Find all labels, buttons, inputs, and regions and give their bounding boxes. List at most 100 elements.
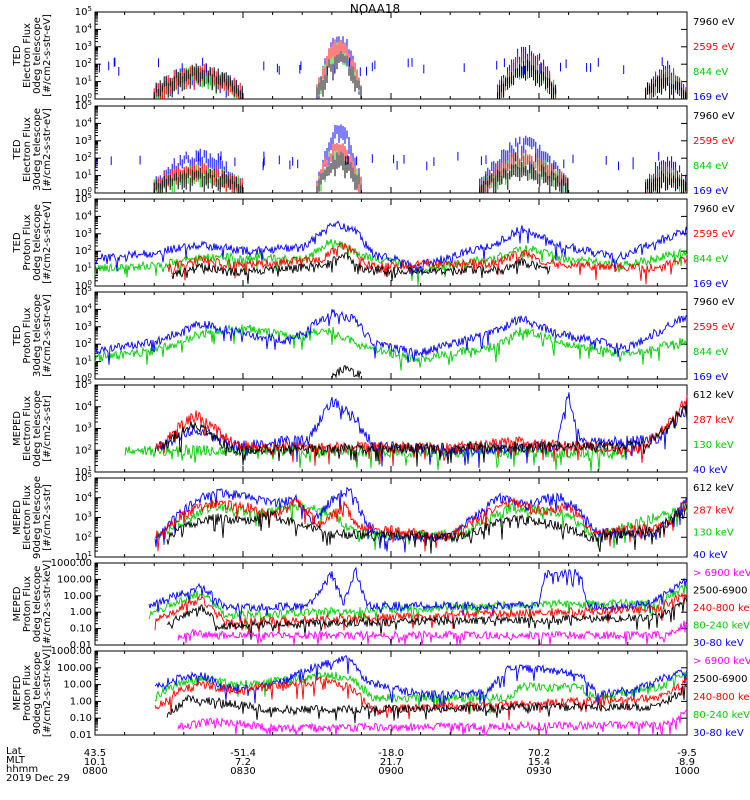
panel-3-ylabel-line: TED (12, 232, 23, 253)
panel-4-ylabel-line: Proton Flux (22, 307, 33, 363)
panel-4-series-green (94, 323, 687, 371)
panel-4-ytick-label: 105 (75, 285, 92, 298)
panel-3-ytick-label: 102 (75, 244, 92, 257)
panel-1-event-3-red (497, 51, 557, 99)
panel-4-ytick-label: 102 (75, 337, 92, 350)
panel-2-ytick-label: 105 (75, 99, 92, 112)
panel-6-ylabel-line: Electron Flux (22, 485, 33, 550)
panel-5-ytick-label: 102 (75, 443, 92, 456)
panel-5-legend-blue: 40 keV (693, 465, 727, 476)
panel-2-sparse-blue (95, 151, 660, 171)
panel-7-series-black (166, 596, 688, 640)
panel-7-ytick-label: 1.00 (70, 607, 92, 618)
panel-3-ylabel-line: 0deg telescope (32, 204, 43, 281)
panel-8-legend-blue: 30-80 keV (693, 728, 744, 739)
panel-6-ylabel-line: [#/cm2-s-str] (42, 484, 53, 551)
panel-1-legend-black: 7960 eV (693, 17, 735, 28)
panel-4-ytick-label: 101 (75, 355, 92, 368)
panel-1-ylabel: TED Electron Flux 0deg telescope [#/cm2-s-s… (12, 14, 53, 97)
panel-3-ytick-label: 103 (75, 227, 92, 240)
panel-8-ylabel-line: Proton Flux (22, 665, 33, 721)
panel-8-ytick-label: 1.00 (70, 696, 92, 707)
panel-5-ylabel: MEPED Electron Flux 0deg telescope [#/cm2-s… (12, 390, 53, 467)
panel-5-ylabel-line: Electron Flux (22, 396, 33, 461)
panel-7-ytick-label: 10.00 (63, 591, 92, 602)
panel-6-ytick-label: 103 (75, 511, 92, 524)
panel-3-ytick-label: 105 (75, 192, 92, 205)
panel-4-ytick-label: 103 (75, 320, 92, 333)
panel-8-ylabel: MEPED Proton Flux 90deg telescope [#/cm2-s-… (12, 649, 53, 737)
panel-6-ylabel: MEPED Electron Flux 90deg telescope [#/cm2-… (12, 476, 53, 559)
panel-5-ylabel-line: MEPED (12, 411, 23, 446)
footer-row-label-hhmm: hhmm (6, 764, 39, 775)
footer-tick-hhmm: 0800 (82, 766, 107, 777)
panel-3-ylabel: TED Proton Flux 0deg telescope [#/cm2-s-str… (12, 201, 53, 284)
panel-4-ylabel-line: [#/cm2-s-str-eV] (42, 294, 53, 377)
panel-5-series-red (154, 395, 688, 467)
panel-7-ytick-label: 1000.00 (51, 558, 92, 569)
footer-tick-hhmm: 0830 (230, 766, 255, 777)
footer-tick-lat: -18.0 (378, 748, 404, 759)
panel-6-legend-green: 130 keV (693, 528, 734, 539)
panel-2-legend-black: 7960 eV (693, 111, 735, 122)
panel-2-event-1-black (153, 167, 243, 193)
footer-row-label-mlt: MLT (6, 755, 25, 766)
panel-4-ytick-label: 100 (75, 372, 92, 385)
footer-tick-lat: -9.5 (677, 748, 697, 759)
panel-8-legend-green: 80-240 keV (693, 710, 750, 721)
panel-3-legend-red: 2595 eV (693, 229, 735, 240)
panel-6-ytick-label: 105 (75, 471, 92, 484)
panel-2-ylabel-line: TED (12, 139, 23, 160)
panel-6-series-red (154, 496, 688, 552)
footer-row-label-lat: Lat (6, 746, 22, 757)
panel-2-ytick-label: 101 (75, 169, 92, 182)
panel-5-series-black (160, 405, 688, 467)
panel-8-ytick-label: 100.00 (57, 663, 92, 674)
footer-tick-hhmm: 0930 (526, 766, 551, 777)
panel-2-ylabel-line: [#/cm2-s-str-eV] (42, 108, 53, 191)
panel-1-sparse-blue (98, 57, 669, 77)
panel-8-series-magenta (177, 709, 688, 736)
panel-6-legend-blue: 40 keV (693, 550, 727, 561)
panel-4-legend-green: 844 eV (693, 347, 728, 358)
panel-3-ylabel-line: Proton Flux (22, 214, 33, 270)
footer-tick-lat: -51.4 (230, 748, 256, 759)
panel-5-ytick-label: 101 (75, 465, 92, 478)
panel-1-event-3-green (497, 57, 557, 99)
panel-3-series-red (166, 242, 688, 285)
panel-2-legend-red: 2595 eV (693, 136, 735, 147)
panel-1-ylabel-line: TED (12, 45, 23, 66)
footer-tick-mlt: 8.9 (679, 757, 695, 768)
panel-2-ytick-label: 103 (75, 134, 92, 147)
panel-4-ytick-label: 104 (75, 302, 93, 315)
panel-1-ylabel-line: [#/cm2-s-str-eV] (42, 14, 53, 97)
panel-4-series-blue (94, 308, 688, 365)
panel-3-legend-green: 844 eV (693, 254, 728, 265)
footer-tick-lat: 70.2 (528, 748, 550, 759)
panel-7-legend-blue: 30-80 keV (693, 638, 744, 649)
panel-1-event-3-black (497, 59, 557, 99)
panel-2-ylabel-line: 30deg telescope (32, 108, 43, 191)
panel-4-ylabel-line: 30deg telescope (32, 294, 43, 377)
panel-1-event-2-red (316, 40, 362, 99)
panel-7-series-magenta (177, 620, 688, 646)
panel-7-ylabel-line: MEPED (12, 586, 23, 621)
panel-5-ylabel-line: 0deg telescope (32, 390, 43, 467)
panel-1-ytick-label: 105 (75, 5, 92, 18)
panel-1-ylabel-line: Electron Flux (22, 23, 33, 88)
panel-2-event-2-black (316, 151, 362, 193)
panel-8-legend-red: 240-800 keV (693, 692, 750, 703)
panel-7-ylabel: MEPED Proton Flux 0deg telescope [#/cm2-s-s… (12, 560, 53, 648)
panel-1-legend-red: 2595 eV (693, 42, 735, 53)
panel-8-ytick-label: 1000.00 (51, 646, 92, 657)
panel-3-legend-blue: 169 eV (693, 279, 728, 290)
panel-3-series-black (171, 252, 551, 285)
footer-tick-hhmm: 0900 (378, 766, 403, 777)
panel-3-ytick-label: 101 (75, 262, 92, 275)
panel-8-series-black (166, 684, 688, 724)
footer-tick-mlt: 15.4 (528, 757, 550, 768)
panel-7-ytick-label: 0.10 (70, 624, 92, 635)
panel-8-ytick-label: 10.00 (63, 680, 92, 691)
panel-7-ytick-label: 100.00 (57, 574, 92, 585)
panel-4-legend-black: 7960 eV (693, 297, 735, 308)
